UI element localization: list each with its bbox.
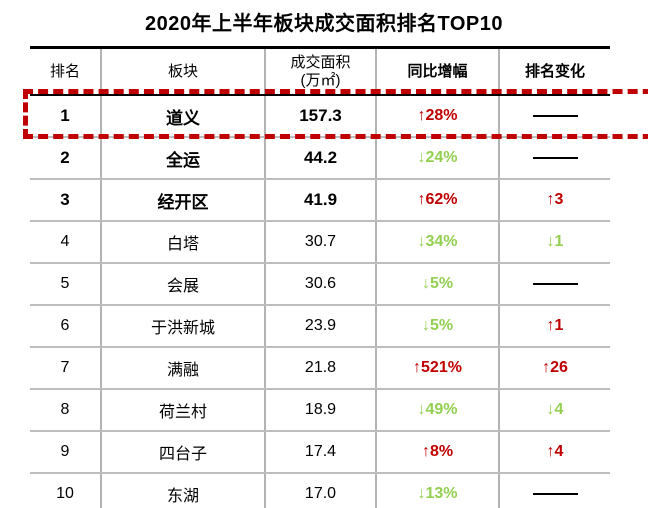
rank-change-cell [500, 138, 610, 178]
table-row: 1 道义 157.3 ↑28% [30, 96, 610, 136]
yoy-growth-cell: ↓24% [377, 138, 500, 178]
header-rank-change: 排名变化 [524, 62, 585, 80]
yoy-growth-cell: ↑521% [377, 348, 500, 388]
no-change-dash [532, 115, 578, 117]
block-name-cell: 道义 [102, 96, 266, 136]
block-name-cell: 于洪新城 [102, 306, 266, 346]
table-row: 8 荷兰村 18.9 ↓49% ↓4 [30, 388, 610, 430]
area-value-cell: 23.9 [266, 306, 377, 346]
area-value-cell: 18.9 [266, 390, 377, 430]
table-row: 5 会展 30.6 ↓5% [30, 262, 610, 304]
header-yoy-growth: 同比增幅 [377, 49, 500, 94]
rank-cell: 9 [30, 432, 102, 472]
yoy-growth-cell: ↑28% [377, 96, 500, 136]
rank-cell: 7 [30, 348, 102, 388]
rank-cell: 6 [30, 306, 102, 346]
header-area: 成交面积 (万㎡) [266, 49, 377, 94]
no-change-dash [532, 157, 578, 159]
rank-change-cell: ↑26 [542, 359, 568, 376]
no-change-dash [532, 493, 578, 495]
rank-cell: 5 [30, 264, 102, 304]
table-header-row: 排名 板块 成交面积 (万㎡) 同比增幅 排名变化 [30, 49, 610, 96]
rank-change-cell [500, 96, 610, 136]
header-block: 板块 [102, 49, 266, 94]
block-name-cell: 荷兰村 [102, 390, 266, 430]
block-name-cell: 经开区 [102, 180, 266, 220]
area-value-cell: 44.2 [266, 138, 377, 178]
rank-cell: 2 [30, 138, 102, 178]
area-value-cell: 30.7 [266, 222, 377, 262]
rank-change-cell [500, 264, 610, 304]
area-value-cell: 17.4 [266, 432, 377, 472]
table-row: 7 满融 21.8 ↑521% ↑26 [30, 346, 610, 388]
rank-change-cell: ↑1 [546, 317, 564, 334]
rank-change-cell: ↑3 [546, 191, 564, 208]
block-name-cell: 满融 [102, 348, 266, 388]
rank-cell: 4 [30, 222, 102, 262]
no-change-dash [532, 283, 578, 285]
table-body: 1 道义 157.3 ↑28% 2 全运 44.2 ↓24% 3 经开区 41.… [30, 96, 610, 508]
rank-cell: 3 [30, 180, 102, 220]
yoy-growth-cell: ↑62% [377, 180, 500, 220]
rank-change-cell: ↓4 [546, 401, 564, 418]
header-rank: 排名 [30, 49, 102, 94]
rank-change-cell: ↑4 [546, 443, 564, 460]
table-row: 6 于洪新城 23.9 ↓5% ↑1 [30, 304, 610, 346]
block-name-cell: 四台子 [102, 432, 266, 472]
yoy-growth-cell: ↓34% [377, 222, 500, 262]
area-value-cell: 17.0 [266, 474, 377, 508]
rank-change-cell: ↓1 [546, 233, 564, 250]
page-title: 2020年上半年板块成交面积排名TOP10 [145, 13, 503, 35]
rank-cell: 10 [30, 474, 102, 508]
yoy-growth-cell: ↓5% [377, 306, 500, 346]
area-value-cell: 30.6 [266, 264, 377, 304]
block-name-cell: 会展 [102, 264, 266, 304]
block-name-cell: 全运 [102, 138, 266, 178]
rank-cell: 8 [30, 390, 102, 430]
yoy-growth-cell: ↓13% [377, 474, 500, 508]
table-row: 3 经开区 41.9 ↑62% ↑3 [30, 178, 610, 220]
block-name-cell: 白塔 [102, 222, 266, 262]
table-row: 2 全运 44.2 ↓24% [30, 136, 610, 178]
table-row: 4 白塔 30.7 ↓34% ↓1 [30, 220, 610, 262]
ranking-table: 排名 板块 成交面积 (万㎡) 同比增幅 排名变化 1 道义 157.3 ↑28… [30, 46, 610, 508]
rank-change-cell [500, 474, 610, 508]
yoy-growth-cell: ↓49% [377, 390, 500, 430]
area-value-cell: 41.9 [266, 180, 377, 220]
block-name-cell: 东湖 [102, 474, 266, 508]
area-value-cell: 157.3 [266, 96, 377, 136]
rank-cell: 1 [30, 96, 102, 136]
table-row: 10 东湖 17.0 ↓13% [30, 472, 610, 508]
yoy-growth-cell: ↓5% [377, 264, 500, 304]
yoy-growth-cell: ↑8% [377, 432, 500, 472]
table-row: 9 四台子 17.4 ↑8% ↑4 [30, 430, 610, 472]
area-value-cell: 21.8 [266, 348, 377, 388]
